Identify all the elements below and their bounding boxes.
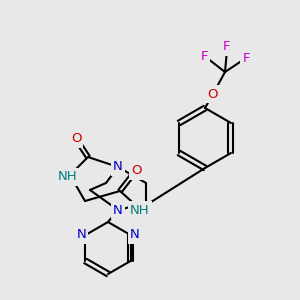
Text: F: F [242, 52, 250, 65]
Text: O: O [71, 133, 81, 146]
Text: N: N [130, 229, 140, 242]
Text: O: O [131, 164, 141, 178]
Text: NH: NH [58, 170, 78, 184]
Text: NH: NH [130, 203, 150, 217]
Text: F: F [223, 40, 231, 53]
Text: O: O [208, 88, 218, 100]
Text: N: N [113, 203, 123, 217]
Text: F: F [200, 50, 208, 64]
Text: N: N [76, 229, 86, 242]
Text: N: N [113, 160, 123, 173]
